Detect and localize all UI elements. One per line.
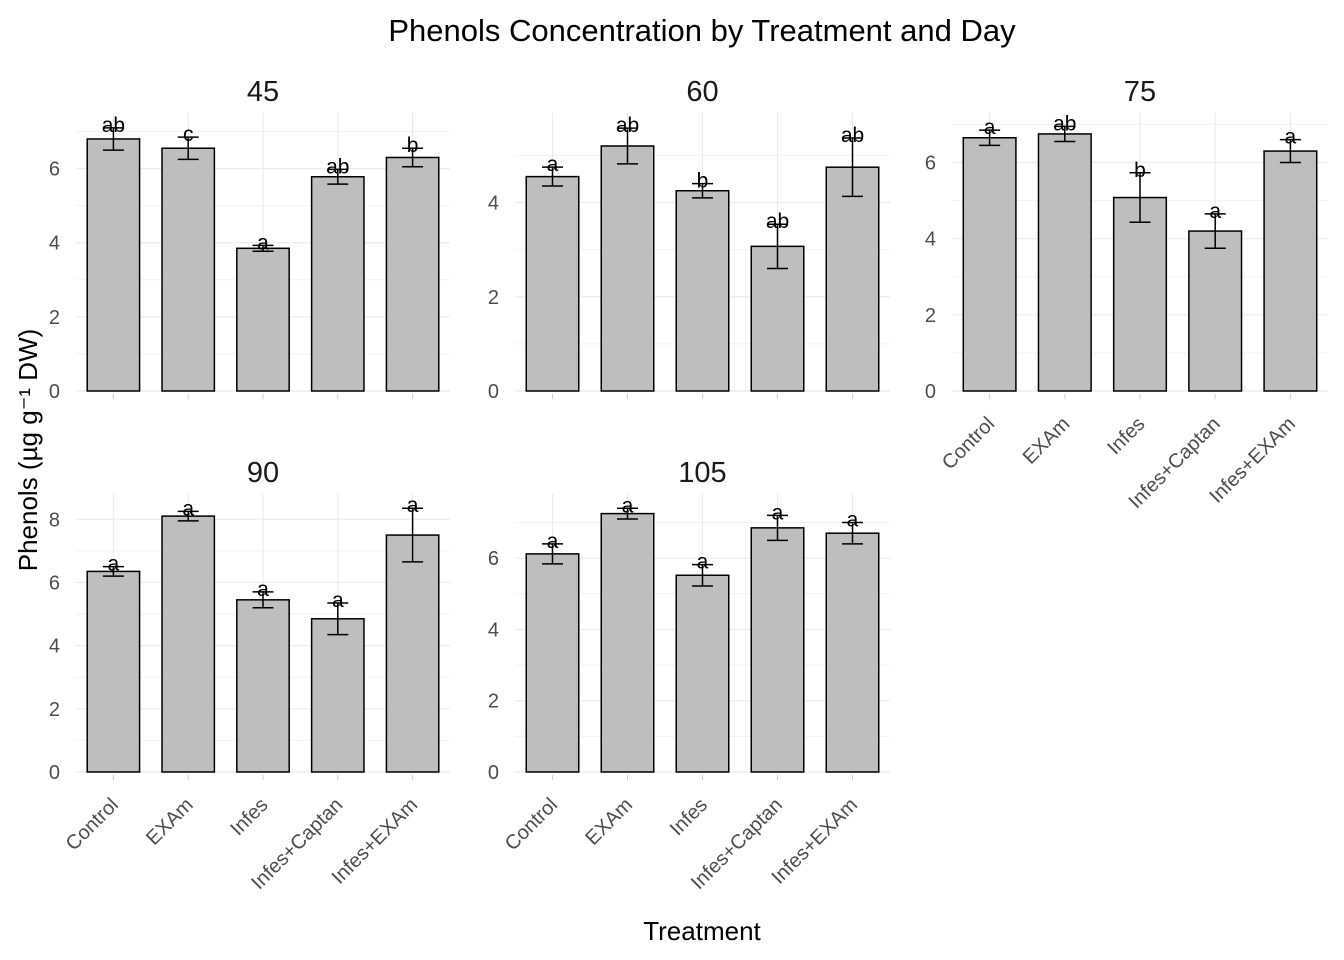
facet-panel: 45 0 2 4 6 ab c a ab b	[49, 76, 450, 403]
y-tick-label: 0	[488, 381, 499, 403]
bar	[675, 574, 730, 773]
significance-label: a	[697, 551, 709, 574]
x-tick-label: EXAm	[142, 794, 198, 850]
x-tick-label: EXAm	[1019, 413, 1075, 469]
bar	[1263, 150, 1318, 392]
y-tick-label: 0	[488, 762, 499, 784]
x-tick-label: Infes	[1103, 413, 1149, 459]
bar	[750, 245, 805, 392]
bar	[385, 156, 440, 392]
y-tick-label: 4	[49, 233, 60, 255]
significance-label: ab	[102, 114, 125, 137]
bar	[525, 553, 580, 773]
bar	[310, 176, 365, 392]
facet-title: 45	[247, 76, 279, 108]
significance-label: a	[257, 578, 269, 601]
y-tick-label: 8	[49, 509, 60, 531]
y-tick-label: 6	[49, 572, 60, 594]
bar	[600, 145, 655, 392]
bar	[310, 618, 365, 773]
significance-label: ab	[326, 155, 349, 178]
y-tick-label: 4	[488, 193, 499, 215]
significance-label: ab	[616, 114, 639, 137]
bar	[1188, 230, 1243, 392]
bar	[600, 512, 655, 773]
y-tick-label: 4	[49, 636, 60, 658]
y-tick-label: 2	[488, 691, 499, 713]
y-tick-label: 6	[925, 153, 936, 175]
bar	[86, 570, 141, 773]
y-tick-label: 2	[488, 287, 499, 309]
significance-label: a	[547, 153, 559, 176]
bar	[750, 527, 805, 773]
significance-label: ab	[1053, 112, 1076, 135]
significance-label: a	[1209, 200, 1221, 223]
bar	[1037, 133, 1092, 392]
x-tick-label: Infes	[226, 794, 272, 840]
significance-label: a	[257, 231, 269, 254]
significance-label: a	[407, 494, 419, 517]
x-tick-label: Infes	[666, 794, 712, 840]
bar	[675, 189, 730, 392]
significance-label: b	[697, 170, 709, 193]
bar	[236, 247, 290, 392]
y-tick-label: 0	[49, 762, 60, 784]
bar	[385, 534, 440, 773]
facet-title: 75	[1124, 76, 1156, 108]
y-tick-label: 0	[925, 381, 936, 403]
y-tick-label: 6	[49, 159, 60, 181]
y-axis-title: Phenols (µg g⁻¹ DW)	[13, 329, 43, 572]
significance-label: a	[622, 494, 634, 517]
significance-label: a	[772, 501, 784, 524]
y-tick-label: 0	[49, 381, 60, 403]
facet-title: 105	[678, 457, 726, 489]
significance-label: a	[108, 553, 120, 576]
significance-label: b	[1134, 159, 1146, 182]
y-tick-label: 6	[488, 548, 499, 570]
significance-label: b	[407, 134, 419, 157]
significance-label: ab	[766, 210, 789, 233]
bar	[1112, 196, 1168, 392]
y-tick-label: 4	[925, 229, 936, 251]
significance-label: a	[1285, 126, 1297, 149]
chart-title: Phenols Concentration by Treatment and D…	[388, 13, 1016, 48]
significance-label: a	[984, 116, 996, 139]
y-tick-label: 2	[49, 307, 60, 329]
significance-label: a	[182, 497, 194, 520]
bar	[86, 138, 141, 392]
x-tick-label: Control	[501, 794, 562, 855]
facet-panel: 750246aControlabEXAmbInfesaInfes+Captana…	[925, 76, 1328, 513]
significance-label: c	[183, 123, 194, 146]
bar	[161, 147, 216, 392]
bar	[236, 599, 290, 773]
x-tick-label: EXAm	[581, 794, 637, 850]
significance-label: a	[847, 509, 859, 532]
facet-title: 90	[247, 457, 279, 489]
bar	[962, 137, 1017, 392]
y-tick-label: 2	[925, 305, 936, 327]
significance-label: a	[547, 530, 559, 553]
facet-panel: 60 0 2 4 a ab b ab ab	[488, 76, 890, 403]
bar	[825, 532, 880, 773]
facet-title: 60	[686, 76, 718, 108]
bar	[161, 515, 216, 773]
x-axis-title: Treatment	[643, 916, 761, 946]
x-tick-label: Control	[62, 794, 123, 855]
facet-panel: 1050246aControlaEXAmaInfesaInfes+Captana…	[488, 457, 890, 894]
x-tick-label: Control	[938, 413, 999, 474]
significance-label: a	[332, 589, 344, 612]
bar	[825, 166, 880, 392]
facet-panel: 9002468aControlaEXAmaInfesaInfes+Captana…	[49, 457, 450, 894]
y-tick-label: 2	[49, 699, 60, 721]
bar	[525, 175, 580, 392]
y-tick-label: 4	[488, 619, 499, 641]
significance-label: ab	[841, 124, 864, 147]
